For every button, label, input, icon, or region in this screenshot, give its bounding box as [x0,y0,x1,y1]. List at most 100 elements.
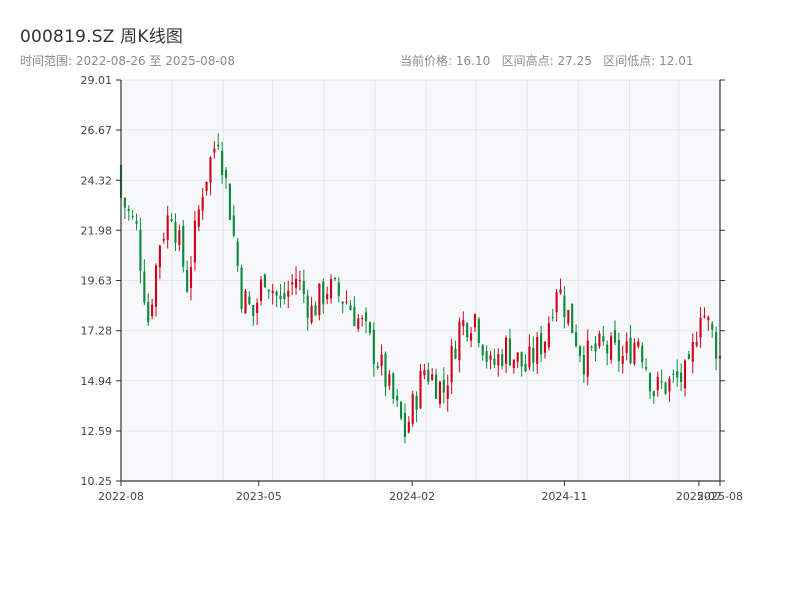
candle-body [466,323,469,338]
candle-body [563,295,566,318]
candle-body [645,367,648,369]
candle-body [462,320,465,327]
candle-body [578,346,582,356]
candle-body [567,310,570,324]
candle [318,283,321,321]
candle-body [267,289,270,292]
candle-body [575,332,578,347]
candle [676,359,679,387]
candle [571,303,574,334]
candle [123,197,126,220]
candle-body [707,317,710,321]
candle [438,380,442,408]
candle-body [248,296,251,304]
candle-body [322,281,325,305]
candle [637,338,640,349]
candle [186,260,189,294]
candle [578,345,582,363]
candle-body [683,360,687,389]
candle-body [291,282,294,285]
candle [209,156,212,196]
date-range-label: 时间范围: 2022-08-26 至 2025-08-08 [20,54,235,68]
candle-body [403,413,407,438]
candle [485,345,488,369]
candle [633,338,636,366]
candle-body [259,279,263,301]
candle [641,342,644,369]
candle [322,278,325,314]
candle [711,320,714,338]
candle [431,368,434,381]
candle [154,263,158,317]
y-tick-label: 29.01 [81,74,113,87]
candle [326,286,329,305]
candle [267,289,270,300]
candle [415,391,418,423]
candle [353,296,356,327]
y-tick-label: 24.32 [81,174,113,187]
candle [434,368,438,399]
candle-body [147,302,150,323]
candle [512,359,515,374]
candle-body [582,355,585,375]
candle-body [372,329,375,365]
candle [372,322,375,377]
candle-body [201,196,204,211]
candle [442,367,445,404]
candle-body [508,338,512,366]
candle [162,232,165,244]
candle [244,289,247,314]
candle-body [240,267,243,309]
candle-body [364,312,368,322]
candle [703,307,706,319]
candle-body [691,341,694,362]
candle [388,370,391,391]
candle-body [501,354,504,367]
candle-body [641,345,644,363]
candle [275,290,278,308]
candle [224,167,228,189]
candle [174,213,177,251]
candle-body [228,183,231,220]
candle-body [602,336,605,342]
y-tick-label: 26.67 [81,124,113,137]
candle [310,296,313,325]
candle-body [594,343,597,352]
candle [660,369,663,390]
candle-body [711,323,714,330]
candle-body [407,421,410,433]
candle [287,280,290,309]
candle [606,340,609,366]
candle-body [131,216,134,218]
candle-body [699,317,702,338]
candle [454,340,457,360]
candle [532,336,535,372]
candle-body [450,346,453,383]
candle-body [178,230,181,245]
candle-body [271,290,274,293]
candle-body [423,370,426,376]
candle [182,220,185,273]
candle [384,351,387,397]
candle [450,338,453,395]
candle [337,277,340,303]
candle [396,389,399,408]
candle [586,329,589,386]
candle-body [279,295,282,300]
candle [314,301,317,316]
candle-body [345,301,348,303]
candle [458,317,461,373]
candle-body [695,341,698,346]
candle [547,316,550,351]
candle-body [127,208,130,211]
candle-body [329,278,333,299]
candle [648,372,652,400]
candle [407,416,410,434]
candle [271,283,274,305]
candle [524,354,527,373]
candle [582,345,585,384]
y-tick-label: 21.98 [81,224,113,237]
candle [481,343,484,361]
candle-body [236,241,239,266]
candle-body [213,148,216,153]
